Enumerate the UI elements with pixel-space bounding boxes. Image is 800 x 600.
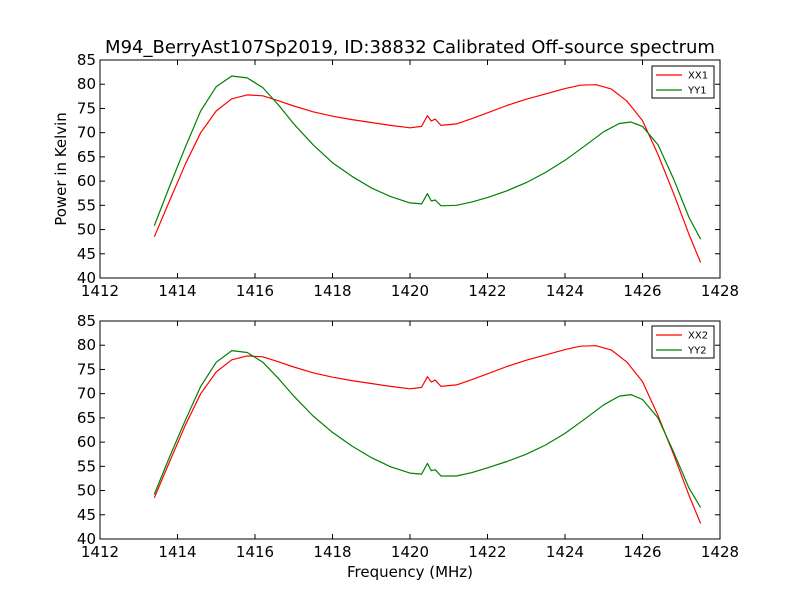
y-tick-label: 45 — [77, 506, 96, 524]
y-tick-label: 40 — [77, 269, 96, 287]
y-tick-label: 60 — [77, 433, 96, 451]
y-tick-label: 50 — [77, 221, 96, 239]
y-tick-label: 65 — [77, 148, 96, 166]
x-axis-label: Frequency (MHz) — [347, 563, 473, 581]
x-tick-label: 1426 — [623, 543, 661, 561]
x-tick-label: 1414 — [158, 282, 196, 300]
y-axis-label: Power in Kelvin — [52, 112, 70, 226]
legend-label-yy2: YY2 — [687, 346, 707, 357]
subplots: 1412 1414 1416 1418 1420 1422 1424 1426 1428 40 45… — [52, 51, 739, 581]
y-tick-label: 85 — [77, 312, 96, 330]
y-tick-label: 70 — [77, 124, 96, 142]
x-tick-label: 1416 — [236, 543, 274, 561]
x-tick-label: 1416 — [236, 282, 274, 300]
x-tick-label: 1418 — [313, 282, 351, 300]
legend-label-xx1: XX1 — [688, 71, 708, 82]
y-tick-label: 55 — [77, 457, 96, 475]
x-tick-label: 1428 — [701, 543, 739, 561]
x-tick-label: 1424 — [546, 282, 584, 300]
y-tick-label: 65 — [77, 409, 96, 427]
y-tick-label: 55 — [77, 196, 96, 214]
x-tick-label: 1414 — [158, 543, 196, 561]
y-tick-label: 45 — [77, 245, 96, 263]
plot-frame — [99, 59, 721, 279]
x-tick-label: 1424 — [546, 543, 584, 561]
y-tick-label: 80 — [77, 75, 96, 93]
figure-title: M94_BerryAst107Sp2019, ID:38832 Calibrat… — [105, 37, 715, 58]
y-tick-label: 70 — [77, 385, 96, 403]
y-tick-label: 80 — [77, 336, 96, 354]
x-tick-label: 1428 — [701, 282, 739, 300]
y-tick-label: 60 — [77, 172, 96, 190]
y-tick-label: 85 — [77, 51, 96, 69]
y-tick-label: 75 — [77, 360, 96, 378]
x-tick-label: 1426 — [623, 282, 661, 300]
series-line-xx1 — [153, 84, 702, 263]
series-line-yy1 — [153, 75, 702, 240]
plot-frame — [99, 320, 721, 540]
x-tick-label: 1412 — [81, 282, 119, 300]
legend-label-yy1: YY1 — [687, 86, 707, 97]
subplot-2: 1412 1414 1416 1418 1420 1422 1424 1426 1428 40 45… — [77, 312, 739, 581]
x-tick-label: 1422 — [468, 282, 506, 300]
y-tick-label: 40 — [77, 530, 96, 548]
legend-box — [651, 65, 715, 99]
y-tick-label: 50 — [77, 482, 96, 500]
x-tick-label: 1418 — [313, 543, 351, 561]
x-tick-label: 1420 — [391, 543, 429, 561]
y-tick-label: 75 — [77, 99, 96, 117]
series-line-yy2 — [153, 350, 702, 508]
legend-box — [651, 325, 715, 359]
x-tick-label: 1422 — [468, 543, 506, 561]
legend-label-xx2: XX2 — [688, 331, 708, 342]
x-tick-label: 1412 — [81, 543, 119, 561]
subplot-1: 1412 1414 1416 1418 1420 1422 1424 1426 1428 40 45… — [52, 51, 739, 300]
series-line-xx2 — [153, 345, 702, 524]
x-tick-label: 1420 — [391, 282, 429, 300]
